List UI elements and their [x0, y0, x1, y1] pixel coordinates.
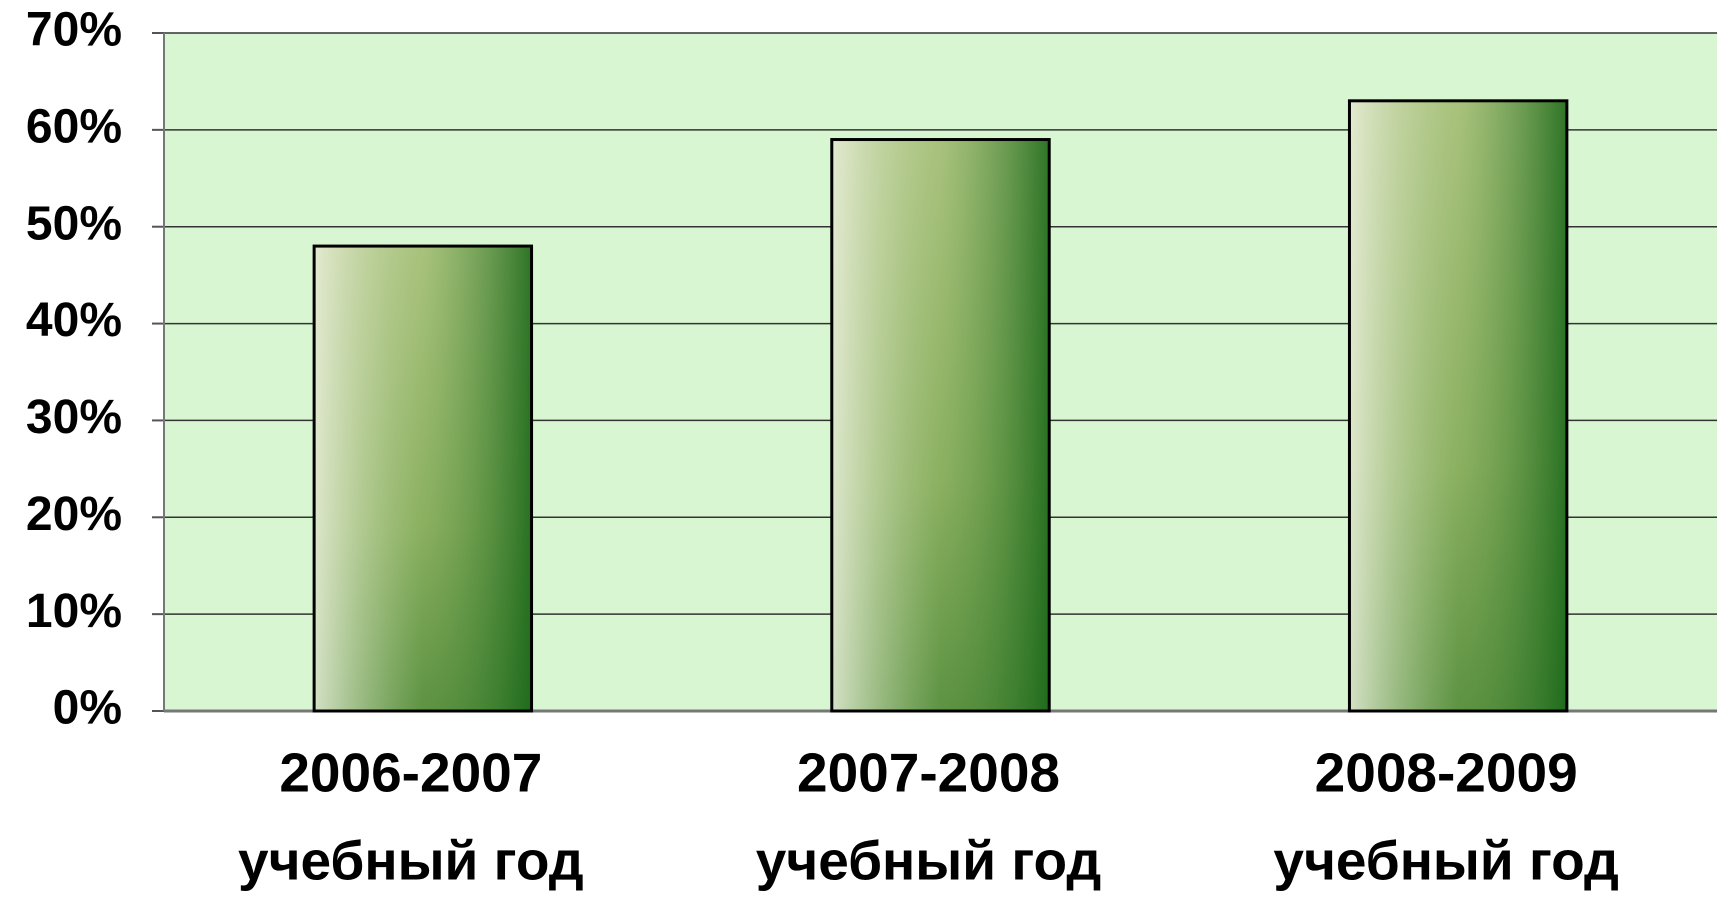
bar-shade [830, 138, 1051, 713]
x-tick-label: учебный год [238, 830, 584, 892]
bar-shade [312, 244, 534, 713]
x-tick-label: учебный год [756, 830, 1102, 892]
x-tick-label: учебный год [1273, 830, 1619, 892]
x-tick-label: 2008-2009 [1315, 742, 1578, 804]
y-tick-label: 70% [26, 4, 122, 57]
bar-shade [1347, 99, 1569, 713]
y-tick-label: 10% [26, 585, 122, 638]
y-tick-label: 20% [26, 488, 122, 541]
y-tick-label: 30% [26, 391, 122, 444]
y-tick-label: 0% [53, 682, 122, 735]
x-tick-label: 2007-2008 [797, 742, 1060, 804]
y-tick-label: 60% [26, 101, 122, 154]
x-tick-label: 2006-2007 [279, 742, 542, 804]
y-tick-label: 50% [26, 197, 122, 250]
y-tick-label: 40% [26, 294, 122, 347]
